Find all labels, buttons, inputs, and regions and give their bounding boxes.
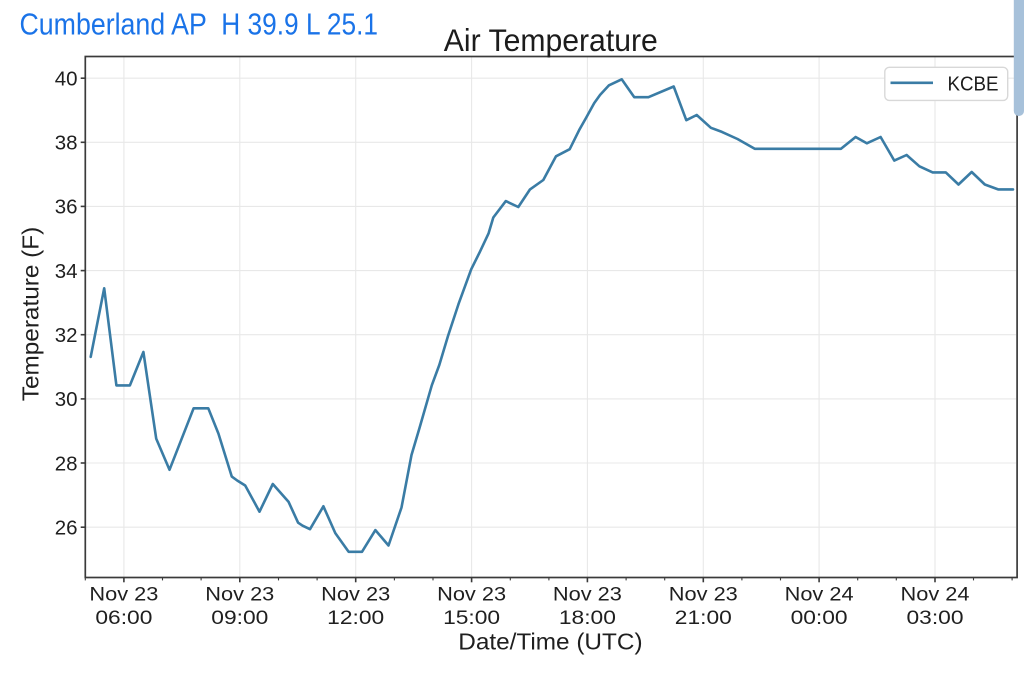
svg-text:Nov 23: Nov 23 <box>205 584 274 606</box>
svg-text:Nov 23: Nov 23 <box>321 584 390 606</box>
svg-text:26: 26 <box>55 517 78 540</box>
svg-text:15:00: 15:00 <box>443 607 500 629</box>
svg-text:Nov 23: Nov 23 <box>553 584 622 606</box>
svg-text:38: 38 <box>55 132 78 155</box>
svg-text:12:00: 12:00 <box>327 607 384 629</box>
svg-text:Air Temperature: Air Temperature <box>444 22 658 58</box>
svg-text:32: 32 <box>55 324 78 347</box>
svg-text:Nov 23: Nov 23 <box>669 584 738 606</box>
svg-text:34: 34 <box>55 260 78 283</box>
svg-text:28: 28 <box>55 452 78 475</box>
svg-text:30: 30 <box>55 388 78 411</box>
svg-text:18:00: 18:00 <box>559 607 616 629</box>
svg-text:H 39.9 L 25.1: H 39.9 L 25.1 <box>221 7 378 42</box>
svg-text:Nov 24: Nov 24 <box>785 584 854 606</box>
svg-text:40: 40 <box>55 68 78 91</box>
svg-text:36: 36 <box>55 196 78 219</box>
svg-text:Nov 23: Nov 23 <box>437 584 506 606</box>
svg-text:Cumberland AP: Cumberland AP <box>20 7 207 42</box>
svg-text:03:00: 03:00 <box>907 607 964 629</box>
svg-text:Nov 24: Nov 24 <box>901 584 970 606</box>
svg-text:Temperature (F): Temperature (F) <box>17 227 43 401</box>
svg-text:21:00: 21:00 <box>675 607 732 629</box>
svg-text:06:00: 06:00 <box>95 607 152 629</box>
svg-text:09:00: 09:00 <box>211 607 268 629</box>
svg-text:KCBE: KCBE <box>948 72 999 95</box>
svg-text:Nov 23: Nov 23 <box>89 584 158 606</box>
svg-text:00:00: 00:00 <box>791 607 848 629</box>
svg-text:Date/Time (UTC): Date/Time (UTC) <box>458 628 642 654</box>
